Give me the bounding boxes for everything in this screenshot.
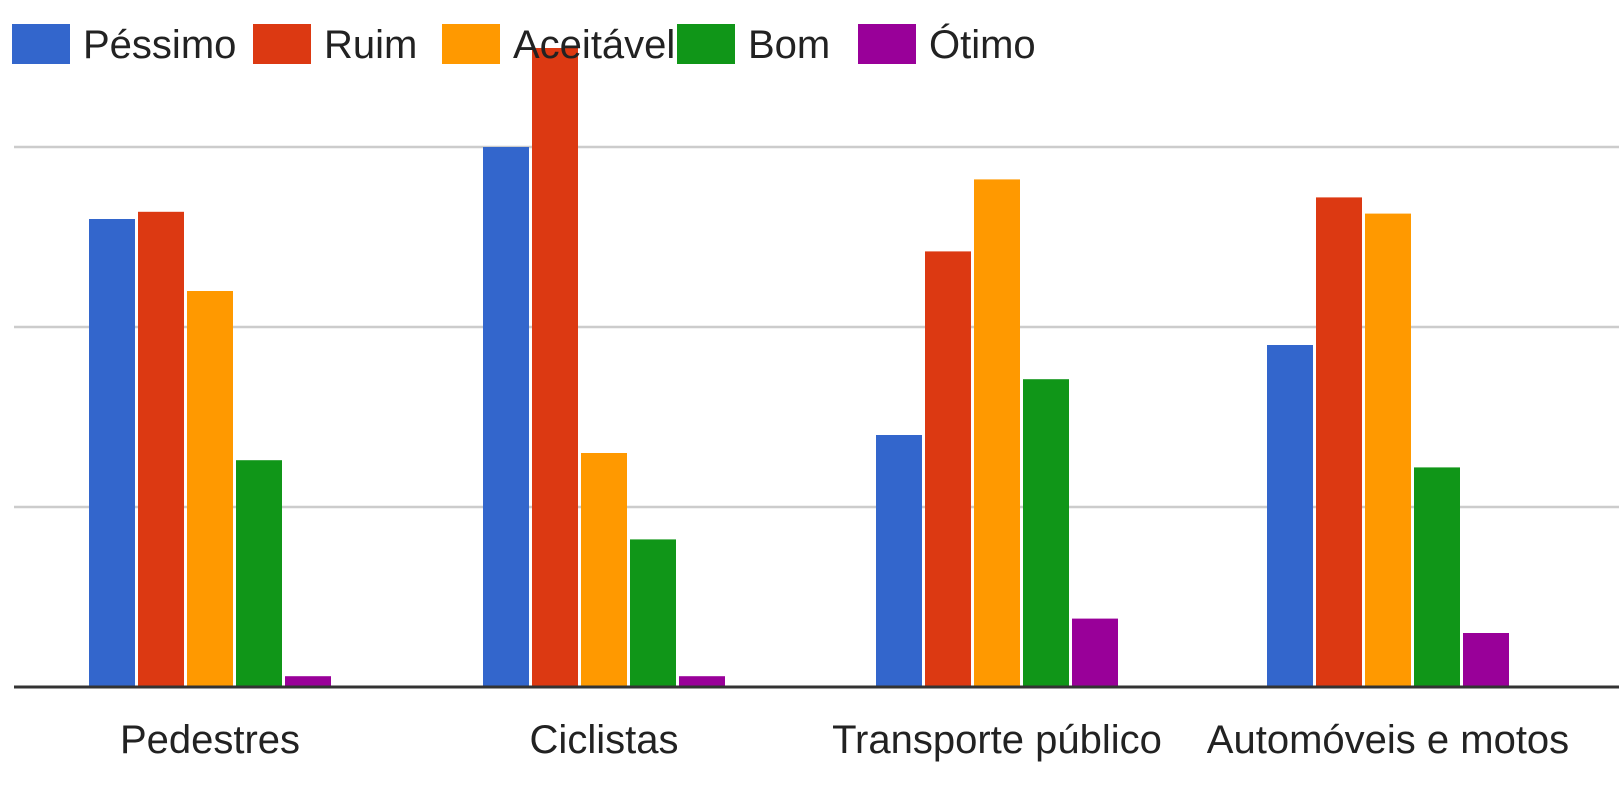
legend-swatch: [253, 24, 311, 64]
legend-label: Ótimo: [929, 22, 1036, 67]
legend-item: Aceitável: [442, 23, 675, 67]
bar-Ótimo-Transporte público: [1072, 618, 1118, 687]
bar-group-1: [483, 48, 725, 687]
bar-Péssimo-Ciclistas: [483, 147, 529, 687]
bar-group-2: [876, 179, 1118, 687]
legend-swatch: [677, 24, 735, 64]
bar-Ruim-Transporte público: [925, 251, 971, 687]
bar-group-3: [1267, 197, 1509, 687]
bar-Ruim-Pedestres: [138, 211, 184, 688]
bar-Ótimo-Pedestres: [285, 676, 331, 687]
legend-swatch: [858, 24, 916, 64]
legend-label: Bom: [748, 23, 830, 67]
bar-Ótimo-Ciclistas: [679, 676, 725, 687]
bar-Aceitável-Transporte público: [974, 179, 1020, 687]
legend: Péssimo Ruim Aceitável Bom Ótimo: [12, 22, 1036, 67]
legend-swatch: [442, 24, 500, 64]
legend-swatch: [12, 24, 70, 64]
legend-label: Ruim: [324, 23, 417, 67]
legend-label: Péssimo: [83, 23, 236, 67]
bar-Bom-Pedestres: [236, 460, 282, 687]
bar-Ruim-Ciclistas: [532, 48, 578, 687]
legend-label: Aceitável: [513, 23, 675, 67]
x-tick-label: Automóveis e motos: [1207, 718, 1569, 762]
legend-item: Ruim: [253, 23, 417, 67]
x-tick-label: Transporte público: [832, 718, 1162, 762]
bar-Bom-Automóveis e motos: [1414, 467, 1460, 687]
bar-Ruim-Automóveis e motos: [1316, 197, 1362, 687]
bar-Ótimo-Automóveis e motos: [1463, 633, 1509, 687]
legend-item: Bom: [677, 23, 830, 67]
x-tick-label: Pedestres: [120, 718, 300, 762]
bar-Bom-Transporte público: [1023, 379, 1069, 687]
x-axis: Pedestres Ciclistas Transporte público Auto…: [14, 685, 1619, 762]
bar-Aceitável-Ciclistas: [581, 453, 627, 687]
bar-Aceitável-Pedestres: [187, 291, 233, 687]
bar-Péssimo-Automóveis e motos: [1267, 345, 1313, 687]
x-tick-label: Ciclistas: [530, 718, 679, 762]
bar-Aceitável-Automóveis e motos: [1365, 213, 1411, 687]
legend-item: Ótimo: [858, 22, 1036, 67]
bar-group-0: [89, 211, 331, 688]
legend-item: Péssimo: [12, 23, 236, 67]
bar-Bom-Ciclistas: [630, 539, 676, 687]
bars: [89, 48, 1509, 688]
bar-Péssimo-Transporte público: [876, 435, 922, 687]
bar-Péssimo-Pedestres: [89, 219, 135, 687]
